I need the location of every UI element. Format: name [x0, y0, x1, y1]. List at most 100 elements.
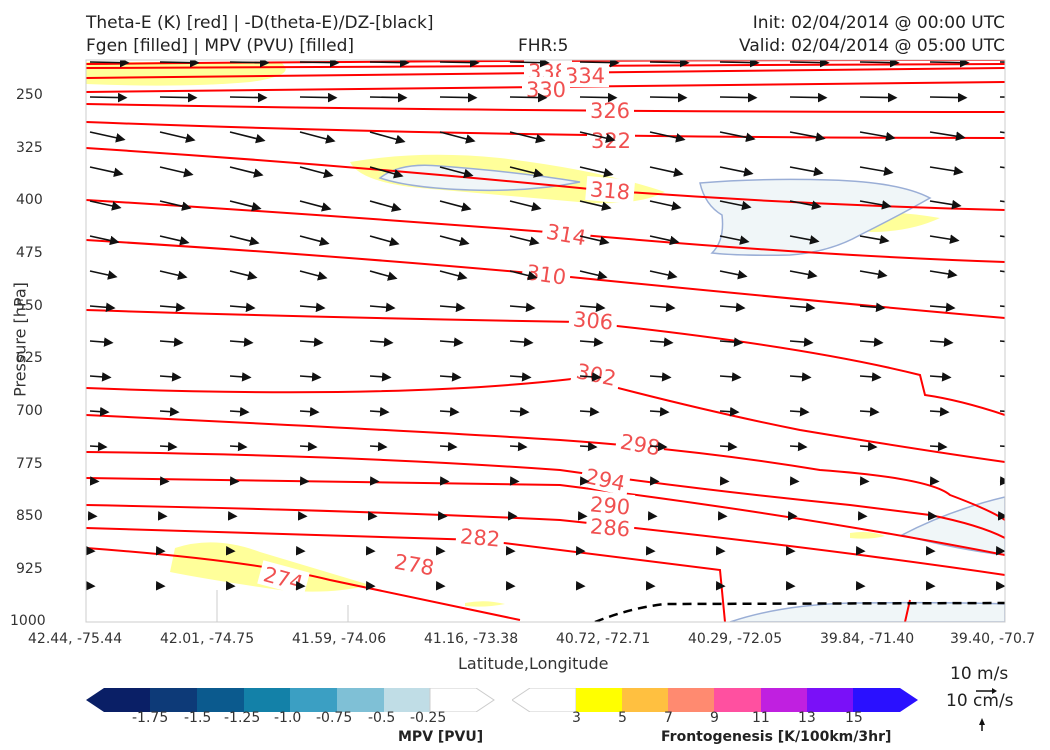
- contour-label-334: 334: [565, 64, 605, 88]
- x-tick-label: 41.16, -73.38: [424, 631, 519, 647]
- wind-vector-arrow: [229, 60, 270, 68]
- wind-vector-arrow: [929, 92, 968, 103]
- wind-vector-arrow: [649, 60, 690, 68]
- wind-vector-arrow: [509, 131, 546, 144]
- wind-vector-arrow: [439, 235, 470, 247]
- wind-vector-arrow: [369, 441, 388, 452]
- wind-vector-arrow: [439, 302, 466, 313]
- wind-vector-arrow: [439, 92, 478, 103]
- theta-e-line: [86, 103, 1005, 113]
- wind-vector-arrow: [299, 270, 328, 281]
- mpv-area: [729, 601, 1005, 622]
- wind-vector-arrow: [929, 131, 966, 141]
- wind-vector-arrow: [719, 200, 752, 211]
- wind-vector-arrow: [299, 302, 326, 313]
- wind-vector-arrow: [159, 200, 192, 211]
- fgen-tick: 7: [664, 710, 673, 726]
- wind-vector-arrow: [229, 406, 250, 417]
- plot-frame: [85, 59, 1006, 623]
- wind-vector-arrow: [229, 270, 258, 281]
- wind-vector-arrow: [649, 372, 672, 382]
- mpv-colorbar-right-arrow: [429, 688, 495, 712]
- y-tick-label: 400: [16, 192, 43, 208]
- wind-vector-arrow: [159, 441, 178, 452]
- wind-vector-arrow: [439, 200, 472, 212]
- fgen-tick: 11: [752, 710, 770, 726]
- contour-label-294: 294: [583, 464, 627, 496]
- mpv-colorbar-swatch: [150, 688, 197, 712]
- wind-vector-arrow: [369, 166, 404, 179]
- wind-vector-arrow: [159, 235, 190, 246]
- wind-vector-arrow: [649, 270, 678, 280]
- wind-vector-arrow: [89, 302, 116, 313]
- wind-vector-arrow: [509, 166, 544, 178]
- wind-vector-arrow: [579, 337, 604, 347]
- wind-vector-arrow: [649, 337, 674, 347]
- wind-vector-arrow: [579, 235, 610, 246]
- wind-vector-arrow: [789, 337, 814, 347]
- wind-vector-arrow: [159, 166, 194, 178]
- wind-vector-arrow: [999, 445, 1005, 448]
- theta-e-line: [86, 121, 1005, 139]
- fgen-colorbar-swatch: [853, 688, 900, 712]
- mpv-tick: -0.5: [368, 710, 396, 726]
- contour-label-314: 314: [544, 220, 588, 251]
- mpv-colorbar-swatch: [197, 688, 244, 712]
- wind-vector-arrow: [369, 235, 400, 247]
- wind-vector-arrow: [89, 270, 118, 280]
- wind-vector-arrow: [999, 305, 1005, 308]
- wind-vector-arrow: [789, 269, 818, 280]
- contour-labels: 338 334 330 326 322 318 314 310 306 302 …: [257, 60, 667, 596]
- fgen-colorbar-swatch: [576, 688, 622, 712]
- wind-vector-arrow: [159, 337, 184, 347]
- wind-vector-arrow: [789, 92, 828, 103]
- wind-vector-arrow: [649, 200, 682, 211]
- wind-vector-arrow: [649, 131, 686, 143]
- wind-vector-arrow: [439, 60, 480, 68]
- wind-vector-arrow: [89, 60, 130, 68]
- wind-vector-arrow: [579, 406, 600, 417]
- wind-vector-arrow: [579, 166, 614, 178]
- fgen-colorbar-swatch: [761, 688, 807, 712]
- contour-label-298: 298: [618, 430, 662, 461]
- wind-vector-arrow: [999, 340, 1005, 343]
- y-tick-label: 775: [16, 456, 43, 472]
- wind-vector-arrow: [789, 131, 826, 142]
- wind-vector-arrow: [89, 372, 112, 382]
- wind-vector-arrow: [299, 60, 340, 68]
- wind-vector-arrow: [159, 131, 196, 143]
- contour-label-278: 278: [392, 550, 436, 581]
- init-time: Init: 02/04/2014 @ 00:00 UTC: [752, 13, 1005, 33]
- theta-e-line: [86, 63, 1005, 69]
- theta-e-line: [86, 414, 1005, 521]
- fgen-colorbar: [512, 688, 918, 712]
- fgen-fills: [86, 62, 940, 607]
- wind-vector-arrow: [859, 166, 894, 176]
- wind-vector-arrow: [789, 441, 808, 452]
- wind-vector-arrow: [509, 302, 536, 313]
- y-tick-label: 625: [16, 350, 43, 366]
- x-tick-label: 41.59, -74.06: [292, 631, 387, 647]
- contour-label-310: 310: [525, 260, 568, 289]
- wind-vector-arrow: [89, 92, 128, 103]
- wind-vector-arrow: [859, 441, 878, 452]
- wind-vector-arrow: [369, 131, 406, 144]
- x-tick-label: 40.29, -72.05: [688, 631, 783, 647]
- wind-vector-arrow: [439, 270, 468, 281]
- wind-vector-arrow: [229, 166, 264, 178]
- y-tick-label: 475: [16, 245, 43, 261]
- wind-vector-arrow: [929, 60, 970, 68]
- fgen-tick: 3: [572, 710, 581, 726]
- fgen-colorbar-label: Frontogenesis [K/100km/3hr]: [661, 729, 892, 745]
- wind-vector-arrow: [789, 166, 824, 177]
- wind-vector-arrow: [719, 270, 748, 280]
- wind-vector-arrow: [859, 131, 896, 142]
- wind-vector-arrow: [229, 372, 252, 382]
- wind-vector-arrow: [299, 200, 332, 212]
- contour-label-282: 282: [459, 524, 501, 551]
- wind-vector-arrow: [789, 235, 820, 245]
- wind-vector-arrow: [299, 92, 338, 103]
- x-axis-label: Latitude,Longitude: [458, 654, 609, 673]
- wind-vector-arrow: [579, 60, 620, 68]
